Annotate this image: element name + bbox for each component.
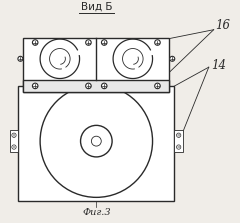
- Bar: [10, 130, 18, 152]
- Circle shape: [155, 40, 160, 45]
- Text: 16: 16: [216, 19, 231, 32]
- Circle shape: [102, 83, 107, 89]
- Circle shape: [155, 83, 160, 89]
- Circle shape: [40, 85, 153, 197]
- Circle shape: [91, 136, 101, 146]
- Circle shape: [102, 40, 107, 45]
- Circle shape: [18, 56, 23, 61]
- Circle shape: [12, 133, 16, 137]
- Circle shape: [176, 145, 181, 149]
- Circle shape: [86, 83, 91, 89]
- Circle shape: [176, 133, 181, 137]
- Bar: [174, 130, 183, 152]
- Circle shape: [32, 83, 38, 89]
- Text: Фиг.3: Фиг.3: [82, 208, 111, 217]
- Text: Вид Б: Вид Б: [81, 2, 112, 12]
- Bar: [18, 86, 174, 201]
- Circle shape: [86, 40, 91, 45]
- Circle shape: [81, 125, 112, 157]
- Bar: [23, 38, 169, 92]
- Circle shape: [170, 56, 175, 61]
- Circle shape: [32, 40, 38, 45]
- Bar: [23, 80, 169, 92]
- Text: 14: 14: [211, 59, 226, 72]
- Circle shape: [12, 145, 16, 149]
